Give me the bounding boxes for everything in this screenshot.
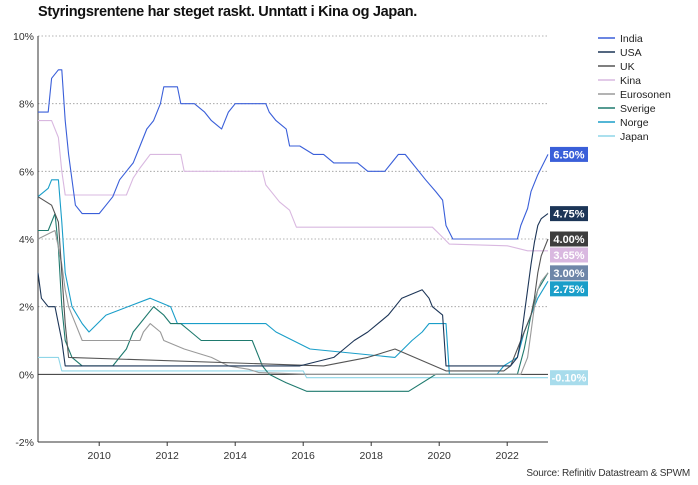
end-label-text: 4.00%: [553, 234, 584, 246]
x-tick-label: 2020: [428, 450, 452, 462]
legend-item-japan: Japan: [598, 131, 649, 143]
end-label-box: [550, 231, 588, 247]
end-label-text: 3.65%: [553, 250, 584, 262]
legend-item-uk: UK: [598, 61, 635, 73]
end-label-japan: -0.10%: [550, 370, 588, 386]
end-label-box: [550, 281, 588, 297]
legend-label: USA: [620, 47, 642, 59]
legend-label: India: [620, 33, 643, 45]
legend-label: Japan: [620, 131, 649, 143]
end-label-india: 6.50%: [550, 146, 588, 162]
y-tick-label: 0%: [19, 369, 34, 381]
legend-label: Sverige: [620, 103, 656, 115]
x-tick-label: 2010: [88, 450, 112, 462]
end-label-text: 6.50%: [553, 149, 584, 161]
legend-item-usa: USA: [598, 47, 642, 59]
end-label-text: 4.75%: [553, 209, 584, 221]
end-labels: 6.50% 4.75% 4.00% 3.65% 3.00% 2.75% -0.10%: [550, 146, 588, 386]
x-tick-label: 2012: [156, 450, 180, 462]
series-line-eurosonen: [37, 229, 549, 375]
chart-title: Styringsrentene har steget raskt. Unntat…: [38, 4, 418, 20]
y-tick-label: -2%: [15, 437, 34, 449]
legend-item-eurosonen: Eurosonen: [598, 89, 671, 101]
legend-label: UK: [620, 61, 635, 73]
end-label-box: [550, 206, 588, 222]
end-label-eurosonen: 3.00%: [550, 265, 588, 281]
end-label-box: [550, 146, 588, 162]
legend-label: Eurosonen: [620, 89, 671, 101]
series-line-sverige: [38, 213, 549, 392]
end-label-box: [550, 265, 588, 281]
end-label-text: 2.75%: [553, 284, 584, 296]
y-tick-label: 8%: [19, 99, 34, 111]
series-line-japan: [38, 356, 548, 379]
source-note: Source: Refinitiv Datastream & SPWM: [526, 468, 690, 479]
series-line-uk: [37, 196, 549, 372]
y-tick-label: 6%: [19, 166, 34, 178]
legend-label: Norge: [620, 117, 649, 129]
end-label-norge: 2.75%: [550, 281, 588, 297]
x-tick-label: 2014: [224, 450, 248, 462]
end-label-kina: 3.65%: [550, 247, 588, 263]
legend-label: Kina: [620, 75, 641, 87]
axes: -2% 0% 2% 4% 6% 8% 10% 2010 2012 2014 2016 2018 2020…: [13, 31, 548, 462]
end-label-uk: 4.00%: [550, 231, 588, 247]
series-line-norge: [37, 179, 549, 375]
x-tick-label: 2022: [496, 450, 520, 462]
end-label-box: [550, 247, 588, 263]
y-tick-label: 2%: [19, 302, 34, 314]
legend-item-india: India: [598, 33, 643, 45]
end-label-text: 3.00%: [553, 268, 584, 280]
legend: India USA UK Kina Eurosonen Sverige Norge Japan: [598, 33, 671, 143]
end-label-text: -0.10%: [552, 373, 587, 385]
series-line-usa: [37, 213, 549, 367]
legend-item-sverige: Sverige: [598, 103, 656, 115]
series-lines: [37, 69, 549, 392]
y-tick-label: 4%: [19, 234, 34, 246]
series-line-india: [38, 69, 549, 240]
x-tick-label: 2018: [360, 450, 384, 462]
x-tick-label: 2016: [292, 450, 316, 462]
end-label-usa: 4.75%: [550, 206, 588, 222]
legend-item-kina: Kina: [598, 75, 641, 87]
legend-item-norge: Norge: [598, 117, 649, 129]
series-line-kina: [38, 120, 548, 252]
y-tick-label: 10%: [13, 31, 34, 43]
end-label-box: [550, 370, 588, 386]
